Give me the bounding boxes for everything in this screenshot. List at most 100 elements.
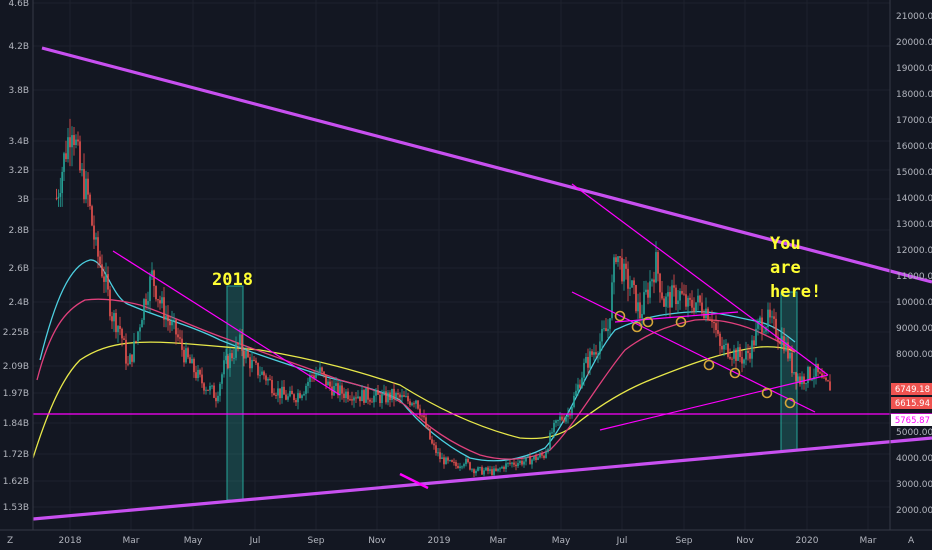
candle-body [401,395,403,398]
candle-body [353,397,355,401]
candle-body [477,467,479,471]
candle-body [357,396,359,399]
candle-body [207,389,209,391]
trendline-main-ascending [32,436,932,521]
candle-body [63,153,65,172]
right-y-tick: 10000.00 [896,298,932,308]
candle-body [661,292,663,299]
candle-body [417,400,419,409]
price-tag-1-text: 6749.18 [895,385,930,395]
candle-body [739,347,741,357]
candle-body [177,334,179,338]
candle-body [243,350,245,359]
candle-body [219,383,221,396]
right-y-tick: 13000.00 [896,220,932,230]
right-y-tick: 21000.00 [896,12,932,22]
candle-body [573,395,575,407]
candle-body [763,331,765,333]
x-tick: May [184,536,203,546]
candle-body [61,171,63,194]
candle-body [691,299,693,308]
candle-body [361,390,363,402]
candle-body [89,194,91,207]
candle-body [271,380,273,394]
candle-body [209,386,211,391]
candle-body [279,388,281,399]
candle-body [553,422,555,433]
candle-body [767,309,769,327]
candle-body [597,353,599,355]
candle-body [823,377,825,379]
candle-body [565,417,567,422]
candle-body [821,373,823,378]
candle-body [747,350,749,354]
candle-body [613,257,615,283]
candle-body [557,420,559,422]
candle-body [489,469,491,471]
candle-body [467,458,469,463]
candle-body [533,456,535,460]
candle-body [789,352,791,359]
left-y-tick: 2.6B [9,264,30,274]
candle-body [665,296,667,307]
candle-body [639,302,641,319]
highlight-box-current [780,291,798,452]
candle-body [259,374,261,376]
candle-body [79,141,81,171]
candle-body [365,388,367,403]
candle-body [153,270,155,287]
right-y-tick: 11000.00 [896,272,932,282]
candle-body [443,457,445,465]
touch-marker [614,310,626,322]
candle-body [463,464,465,467]
candle-body [511,462,513,464]
candle-body [419,408,421,416]
candle-body [203,383,205,391]
candle-body [97,237,99,257]
annotation-here: here! [770,282,821,302]
left-y-axis: 4.6B 4.2B 3.8B 3.4B 3.2B 3B 2.8B 2.6B 2.4B 2.25B 2… [3,0,29,513]
candle-body [795,372,797,382]
candle-body [683,293,685,295]
candle-body [755,328,757,346]
candle-body [367,388,369,400]
candle-body [387,392,389,403]
candle-body [185,348,187,363]
candle-body [685,294,687,307]
candle-body [713,321,715,324]
candle-body [521,460,523,465]
candle-body [151,270,153,277]
candle-body [335,383,337,386]
candle-body [637,302,639,312]
candle-body [241,334,243,351]
candle-body [255,360,257,363]
candle-body [231,353,233,359]
left-y-tick: 2.25B [3,328,29,338]
candle-body [141,319,143,328]
candle-body [689,297,691,300]
candle-body [793,372,795,374]
candle-body [339,385,341,396]
right-y-tick: 2000.00 [896,506,932,516]
candle-body [427,427,429,429]
candle-body [227,355,229,369]
candle-body [819,372,821,374]
candle-body [461,466,463,468]
candle-body [55,198,58,199]
candle-body [223,360,225,375]
candle-body [487,467,489,471]
right-y-tick: 8000.00 [896,350,932,360]
candle-body [71,135,73,148]
candle-body [65,153,67,160]
touch-marker [761,387,773,399]
candle-body [405,395,407,397]
candle-body [247,350,249,358]
candle-body [773,316,775,319]
candle-body [409,401,411,406]
candle-body [165,315,167,320]
candle-body [507,462,509,464]
candle-body [85,178,87,200]
candle-body [263,371,265,376]
candle-body [301,395,303,398]
